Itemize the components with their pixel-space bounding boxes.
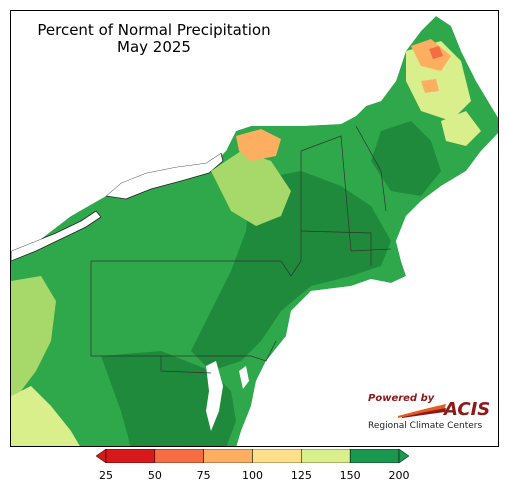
logo-org-name: Regional Climate Centers xyxy=(368,421,483,431)
map-title: Percent of Normal Precipitation xyxy=(37,21,271,39)
precipitation-map xyxy=(11,11,498,446)
legend-tick-50: 50 xyxy=(147,469,162,482)
logo-powered-by: Powered by xyxy=(368,393,435,404)
legend-bin-25-50 xyxy=(105,449,156,463)
legend-below-min-arrow xyxy=(96,449,107,463)
pale-zone-ne xyxy=(441,111,481,146)
legend-above-max-arrow xyxy=(398,449,409,463)
dry-zone-adirondack xyxy=(236,129,281,161)
moist-zone-ny xyxy=(211,151,291,226)
moist-zone-sw xyxy=(11,386,80,446)
legend-bin-75-100 xyxy=(203,449,253,463)
legend-tick-125: 125 xyxy=(290,469,312,482)
legend-bin-125-150 xyxy=(301,449,351,463)
moist-zone-west xyxy=(11,276,56,396)
ocean xyxy=(236,133,498,446)
wet-zone-south xyxy=(101,351,236,446)
lake-erie xyxy=(11,210,102,262)
map-frame xyxy=(10,10,499,447)
legend-bin-150-200 xyxy=(349,449,400,463)
delaware-bay xyxy=(239,366,249,389)
legend-tick-200: 200 xyxy=(388,469,410,482)
dry-zone-maine-n xyxy=(411,39,451,71)
chesapeake-bay xyxy=(206,361,223,431)
wet-zone-maine xyxy=(371,121,441,196)
lake-ontario xyxy=(105,152,224,200)
acis-swoosh-icon xyxy=(398,404,446,418)
legend-colorbar xyxy=(96,449,409,463)
map-subtitle: May 2025 xyxy=(117,38,191,56)
legend-bin-100-125 xyxy=(252,449,302,463)
canada-region xyxy=(11,11,498,251)
color-legend xyxy=(96,449,409,463)
very-dry-zone-maine xyxy=(429,46,443,59)
legend-tick-75: 75 xyxy=(196,469,211,482)
wet-zone-central xyxy=(191,171,391,371)
logo-acis-name: ACIS xyxy=(444,399,491,420)
legend-bin-50-75 xyxy=(154,449,204,463)
legend-tick-100: 100 xyxy=(242,469,263,482)
dry-zone-maine-e xyxy=(421,79,439,93)
legend-tick-25: 25 xyxy=(99,469,113,482)
legend-tick-150: 150 xyxy=(339,469,361,482)
state-borders xyxy=(90,125,392,374)
